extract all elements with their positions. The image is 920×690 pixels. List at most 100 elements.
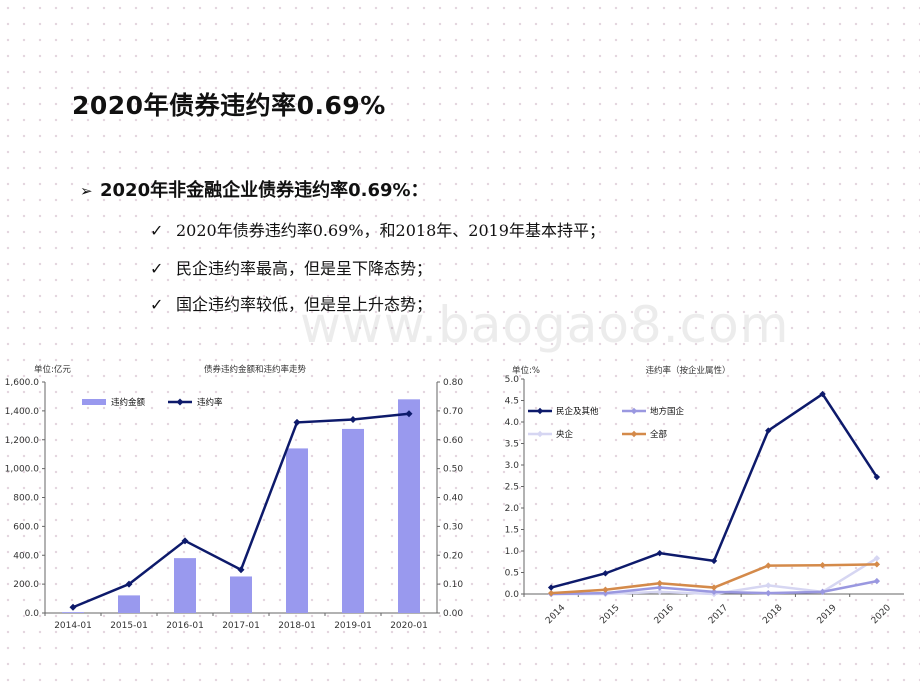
series-point [819, 390, 826, 398]
bar-default-amount [118, 595, 140, 613]
x-tick-label: 2018 [761, 603, 784, 626]
point-default-rate [69, 603, 77, 611]
point-item: ✓ 民企违约率最高，但是呈下降态势； [150, 255, 432, 279]
series-point [710, 557, 718, 565]
checkmark-icon: ✓ [150, 295, 164, 314]
y-tick-label: 3.5 [505, 440, 519, 450]
legend-marker [630, 430, 638, 438]
y-right-tick-label: 0.00 [443, 609, 463, 619]
x-tick-label: 2016-01 [166, 621, 204, 631]
x-tick-label: 2020-01 [390, 621, 428, 631]
main-bullet: ➢ 2020年非金融企业债券违约率0.69%： [80, 176, 429, 202]
series-point [765, 589, 772, 597]
point-default-rate [293, 418, 301, 426]
legend-label: 地方国企 [650, 406, 685, 417]
chart-unit-label: 单位:% [512, 365, 540, 376]
chart-title: 违约率（按企业属性） [645, 365, 730, 376]
legend-swatch-amount [82, 399, 106, 405]
x-tick-label: 2015 [598, 603, 621, 626]
point-text: 2020年债券违约率0.69%，和2018年、2019年基本持平； [176, 221, 605, 240]
y-left-tick-label: 1,000.0 [5, 465, 40, 475]
legend-marker [536, 407, 544, 415]
series-point [819, 561, 826, 569]
watermark: www.baogao8.com [300, 296, 790, 354]
series-point [765, 562, 772, 569]
y-left-tick-label: 1,600.0 [5, 378, 40, 388]
bar-default-amount [398, 399, 420, 613]
x-tick-label: 2014-01 [54, 621, 92, 631]
y-tick-label: 3.0 [505, 461, 520, 471]
point-default-rate [181, 537, 189, 545]
y-tick-label: 1.0 [505, 547, 520, 557]
slide-title: 2020年债券违约率0.69% [72, 91, 386, 120]
y-tick-label: 4.0 [505, 418, 520, 428]
y-left-tick-label: 1,400.0 [5, 407, 40, 417]
default-rate-by-type-chart: 单位:% 违约率（按企业属性） 0.0 0.5 1.0 1.5 2.0 2.5 3.0 3.5 4.… [505, 365, 904, 626]
legend-label: 全部 [650, 429, 668, 440]
y-tick-label: 0.0 [505, 590, 520, 600]
chart-unit-label: 单位:亿元 [34, 364, 71, 375]
bar-default-amount [342, 428, 364, 613]
bar-default-amount [286, 448, 308, 613]
point-text: 民企违约率最高，但是呈下降态势； [176, 259, 433, 278]
y-right-tick-label: 0.70 [443, 407, 463, 417]
y-tick-label: 0.5 [505, 569, 519, 579]
series-point [873, 561, 881, 568]
bar-default-amount [174, 558, 196, 613]
point-default-rate [349, 416, 357, 424]
legend-marker-rate [176, 398, 184, 406]
x-tick-label: 2019 [816, 603, 839, 626]
point-text: 国企违约率较低，但是呈上升态势； [176, 295, 433, 314]
y-right-tick-label: 0.60 [443, 436, 463, 446]
x-tick-label: 2015-01 [110, 621, 148, 631]
point-default-rate [125, 580, 133, 588]
y-tick-label: 2.0 [505, 504, 520, 514]
y-left-tick-label: 200.0 [13, 580, 39, 590]
y-tick-label: 4.5 [505, 397, 519, 407]
y-right-tick-label: 0.20 [443, 551, 463, 561]
x-tick-label: 2017 [707, 603, 730, 626]
y-right-tick-label: 0.40 [443, 494, 463, 504]
series-point [765, 582, 772, 589]
arrow-bullet-icon: ➢ [80, 182, 93, 200]
x-tick-label: 2014 [544, 603, 567, 626]
checkmark-icon: ✓ [150, 259, 164, 278]
y-left-tick-label: 800.0 [13, 494, 39, 504]
point-item: ✓ 国企违约率较低，但是呈上升态势； [150, 291, 432, 315]
legend-label-rate: 违约率 [197, 397, 223, 408]
x-tick-label: 2018-01 [278, 621, 316, 631]
default-amount-rate-chart: 单位:亿元 债券违约金额和违约率走势 0.0 200.0 400.0 600.0 800.0… [5, 364, 464, 631]
series-point [602, 570, 609, 577]
y-tick-label: 5.0 [505, 375, 520, 385]
bar-default-amount [230, 576, 252, 613]
y-tick-label: 1.5 [505, 526, 519, 536]
bar-default-amount [62, 612, 84, 613]
x-tick-label: 2016 [653, 603, 676, 626]
point-default-rate [237, 566, 245, 574]
series-point [710, 584, 718, 591]
x-tick-label: 2017-01 [222, 621, 260, 631]
legend-marker [536, 430, 544, 438]
y-right-tick-label: 0.30 [443, 522, 463, 532]
y-left-tick-label: 400.0 [13, 551, 39, 561]
y-right-tick-label: 0.10 [443, 580, 463, 590]
y-left-tick-label: 1,200.0 [5, 436, 40, 446]
y-right-tick-label: 0.80 [443, 378, 463, 388]
x-tick-label: 2019-01 [334, 621, 372, 631]
series-point [547, 584, 555, 591]
series-point [710, 588, 718, 596]
legend-label: 民企及其他 [556, 406, 599, 417]
y-left-tick-label: 600.0 [13, 522, 39, 532]
y-right-tick-label: 0.50 [443, 465, 463, 475]
chart-title: 债券违约金额和违约率走势 [204, 364, 307, 375]
series-point [547, 589, 555, 597]
legend-label: 央企 [556, 429, 574, 440]
point-item: ✓ 2020年债券违约率0.69%，和2018年、2019年基本持平； [150, 217, 605, 241]
series-point [656, 580, 663, 587]
y-left-tick-label: 0.0 [25, 609, 40, 619]
legend-marker [630, 407, 638, 415]
y-tick-label: 2.5 [505, 483, 519, 493]
series-point [873, 577, 881, 585]
point-default-rate [405, 410, 413, 418]
x-tick-label: 2020 [870, 603, 893, 626]
